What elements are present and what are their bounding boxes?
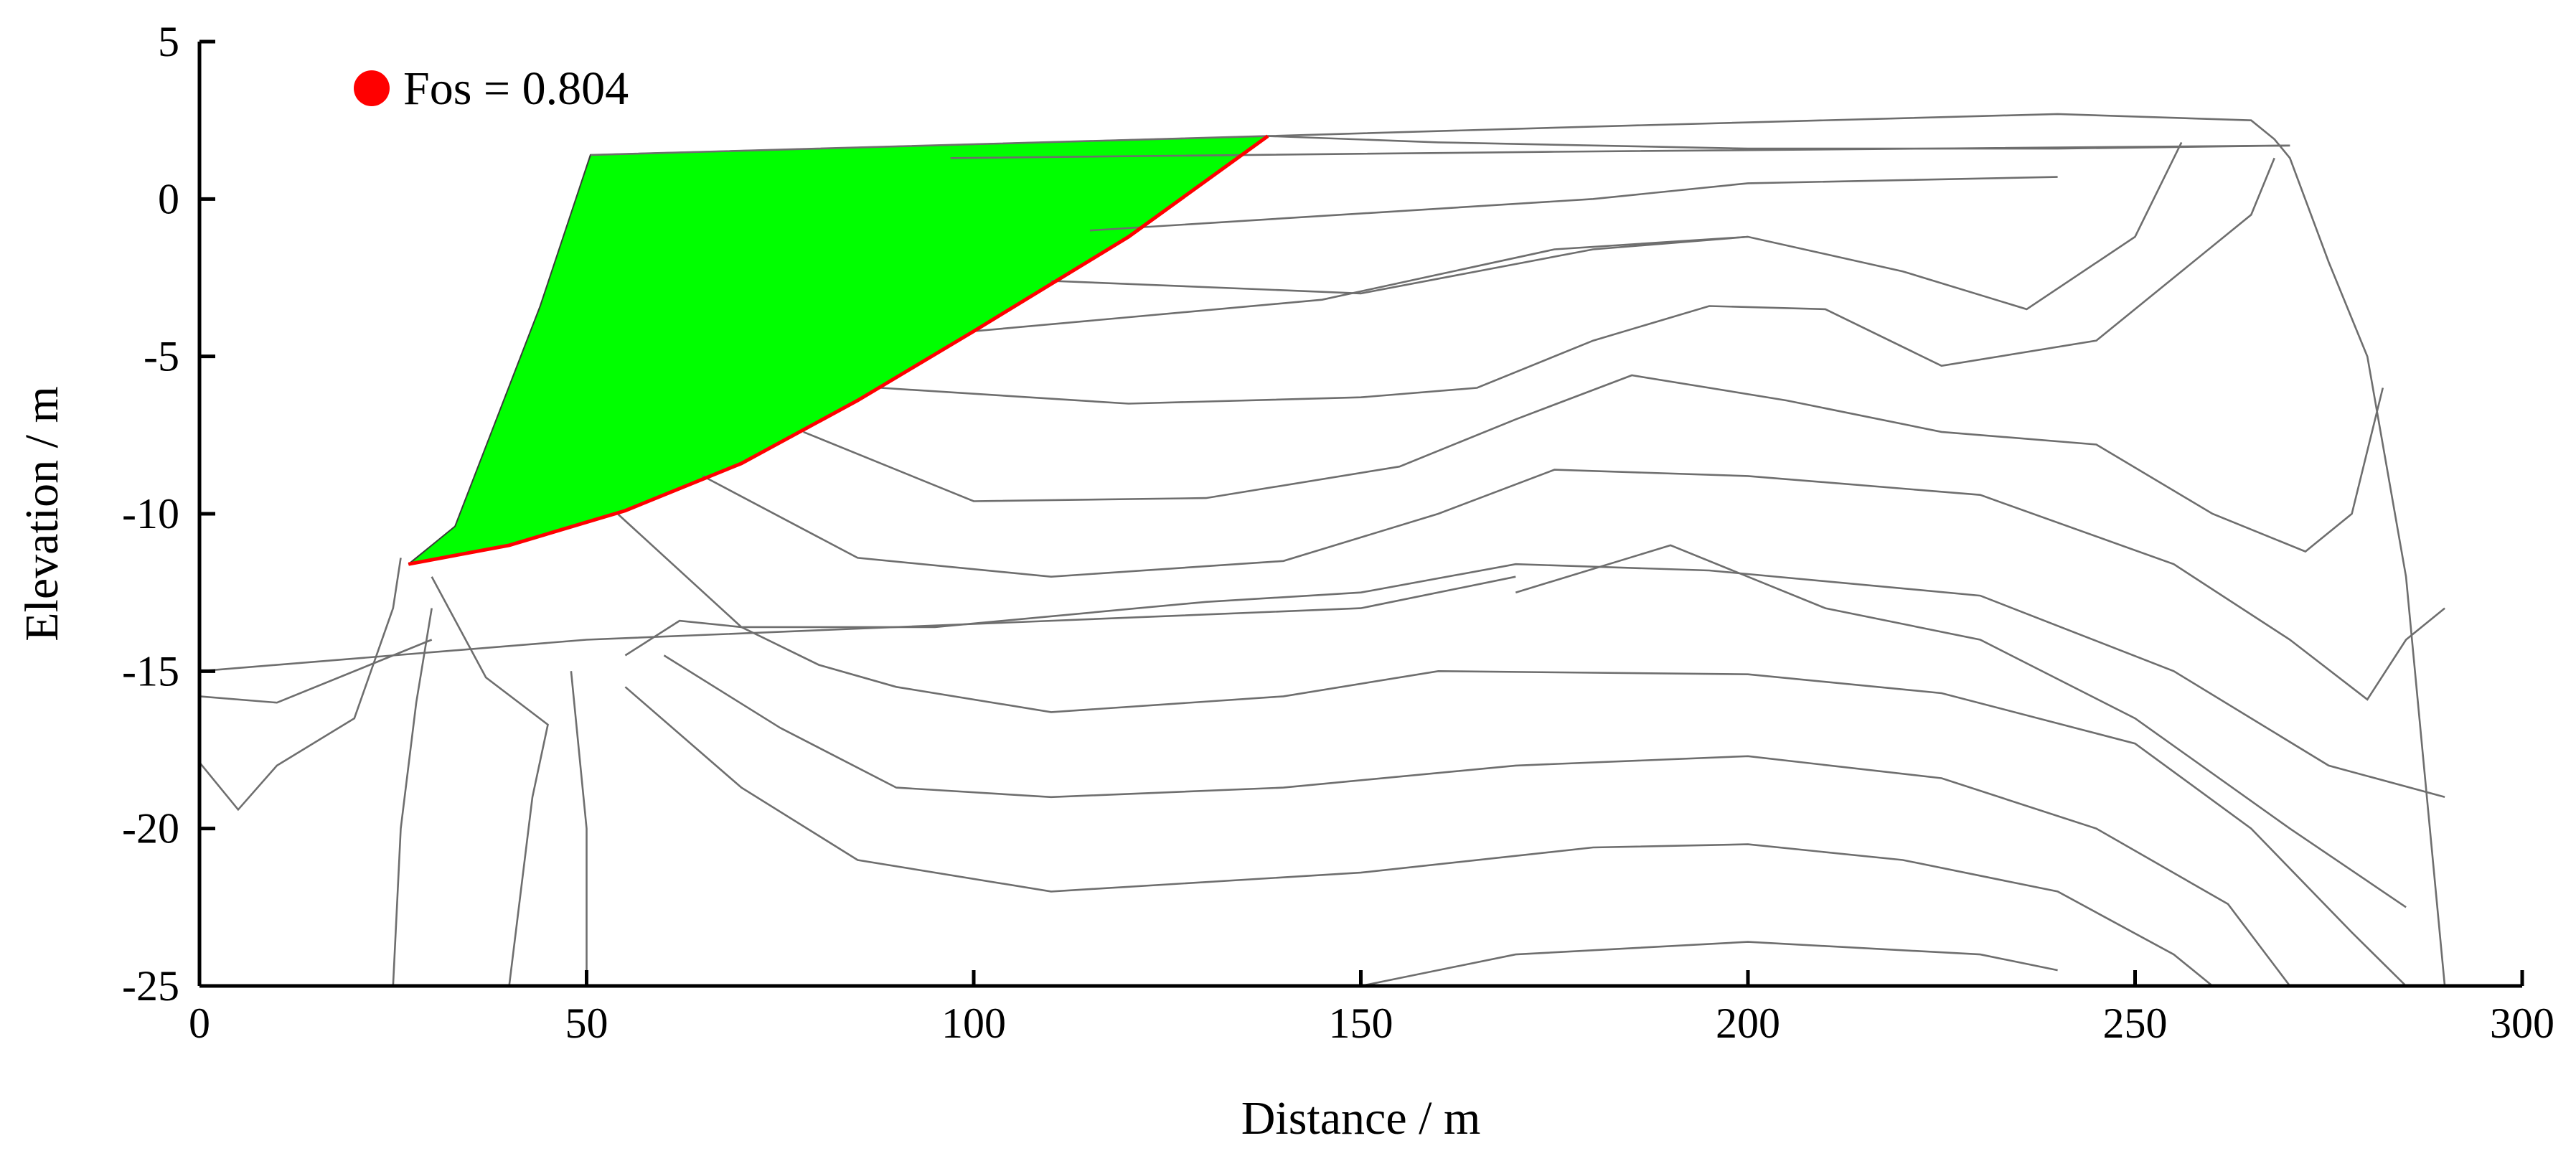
contour-line-13 bbox=[199, 639, 433, 704]
y-tick-label-4: -15 bbox=[122, 647, 179, 695]
legend-marker bbox=[354, 70, 390, 106]
contour-line-3 bbox=[950, 144, 2290, 159]
contour-line-4 bbox=[1089, 176, 2058, 232]
x-tick-label-6: 300 bbox=[2490, 1000, 2554, 1047]
contour-line-6 bbox=[1050, 235, 1749, 295]
y-axis-title: Elevation / m bbox=[16, 386, 68, 642]
contour-line-17 bbox=[663, 654, 2291, 986]
contour-line-16 bbox=[624, 619, 2407, 986]
contour-line-20 bbox=[1360, 941, 2058, 986]
contour-line-12 bbox=[199, 558, 402, 812]
contour-line-11 bbox=[1515, 544, 2407, 908]
y-tick-label-6: -25 bbox=[122, 962, 179, 1010]
contour-line-2 bbox=[199, 575, 1516, 672]
contour-line-8 bbox=[803, 374, 2384, 553]
x-tick-label-0: 0 bbox=[189, 1000, 210, 1047]
sliding-mass bbox=[408, 135, 1271, 565]
contour-line-19 bbox=[570, 671, 588, 986]
contour-line-15 bbox=[392, 608, 433, 986]
y-tick-label-3: -10 bbox=[122, 490, 179, 537]
plot-area bbox=[199, 113, 2446, 986]
x-tick-label-4: 200 bbox=[1716, 1000, 1780, 1047]
y-tick-label-0: 5 bbox=[158, 18, 179, 65]
contour-line-10 bbox=[616, 513, 2445, 799]
contour-line-5 bbox=[973, 141, 2183, 332]
x-tick-label-2: 100 bbox=[941, 1000, 1006, 1047]
contour-line-0 bbox=[590, 113, 2446, 986]
plot-clip-group bbox=[199, 113, 2446, 986]
contour-line-9 bbox=[702, 469, 2445, 701]
y-tick-label-5: -20 bbox=[122, 805, 179, 852]
y-tick-label-2: -5 bbox=[144, 333, 179, 380]
legend-label: Fos = 0.804 bbox=[403, 62, 629, 115]
x-tick-label-1: 50 bbox=[565, 1000, 608, 1047]
contour-line-14 bbox=[431, 576, 549, 986]
x-tick-label-3: 150 bbox=[1329, 1000, 1393, 1047]
contour-line-7 bbox=[880, 157, 2275, 405]
x-axis-title: Distance / m bbox=[1241, 1092, 1481, 1145]
y-tick-label-1: 0 bbox=[158, 175, 179, 222]
x-tick-label-5: 250 bbox=[2103, 1000, 2168, 1047]
slip-surface bbox=[408, 134, 1269, 566]
contour-line-18 bbox=[624, 686, 2214, 986]
